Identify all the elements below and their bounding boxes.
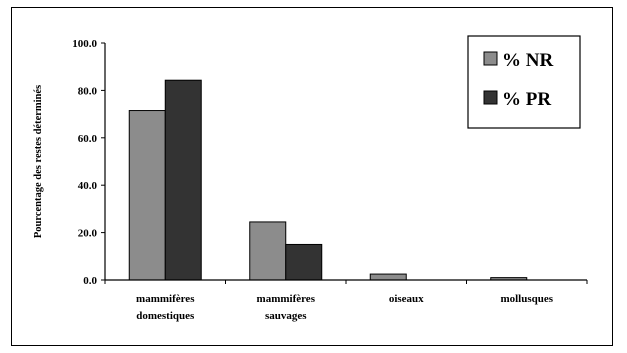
legend-box <box>467 35 581 129</box>
bar <box>164 79 202 281</box>
axes <box>101 42 588 284</box>
legend: % NR % PR <box>467 35 581 129</box>
bars <box>128 79 528 281</box>
x-category-label: mammifères domestiques <box>136 293 195 322</box>
category-labels: mammifères domestiques mammifères sauvages o… <box>136 293 554 322</box>
x-category-label-line: sauvages <box>265 310 307 322</box>
bar <box>369 273 407 281</box>
x-category-label-line: mollusques <box>500 293 553 305</box>
x-category-label: mollusques <box>500 293 553 305</box>
x-category-label-line: mammifères <box>136 293 195 305</box>
y-tick-label: 100.0 <box>72 38 97 50</box>
legend-swatch <box>483 51 498 66</box>
x-category-label: mammifères sauvages <box>257 293 316 322</box>
y-axis-title: Pourcentage des restes déterminés <box>33 85 44 238</box>
x-category-label: oiseaux <box>389 293 424 305</box>
y-tick-labels: 0.0 20.0 40.0 60.0 80.0 100.0 <box>72 38 97 287</box>
y-tick-label: 80.0 <box>78 85 98 97</box>
legend-label: % PR <box>502 89 551 110</box>
legend-label: % NR <box>502 50 553 71</box>
legend-swatch <box>483 90 498 105</box>
y-tick-label: 0.0 <box>83 275 97 287</box>
y-tick-label: 60.0 <box>78 133 98 145</box>
y-tick-label: 20.0 <box>78 228 98 240</box>
bar <box>249 221 287 281</box>
y-tick-label: 40.0 <box>78 180 98 192</box>
x-category-label-line: oiseaux <box>389 293 424 305</box>
x-category-label-line: mammifères <box>257 293 316 305</box>
x-category-label-line: domestiques <box>136 310 195 322</box>
bar <box>128 110 166 281</box>
bar <box>285 243 323 281</box>
y-axis-title-group: Pourcentage des restes déterminés <box>33 85 44 238</box>
